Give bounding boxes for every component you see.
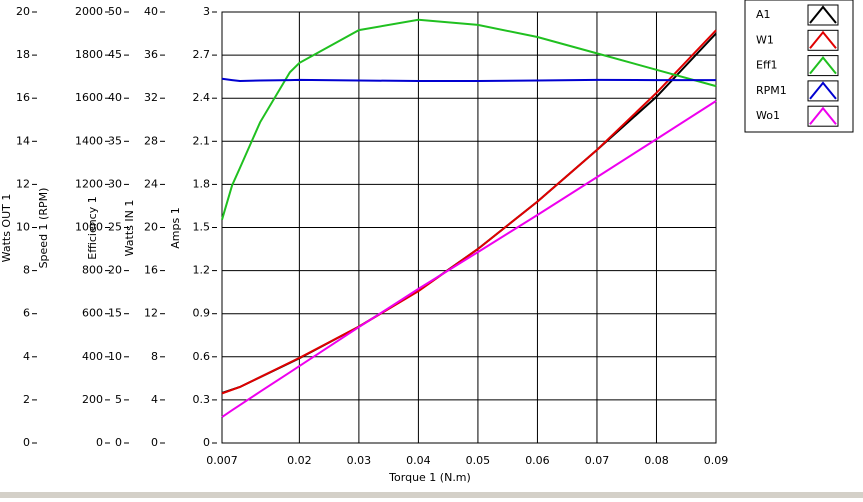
x-tick-label: 0.04 [406, 454, 431, 467]
y-tick-label: 1.8 [193, 177, 211, 190]
y-tick-label: 40 [144, 5, 158, 18]
y-tick-label: 0.6 [193, 350, 211, 363]
y-axis-title: Amps 1 [169, 207, 182, 248]
y-axis-title: Watts IN 1 [123, 200, 136, 257]
y-tick-label: 32 [144, 91, 158, 104]
plot-frame [221, 11, 717, 444]
y-tick-label: 2.4 [193, 91, 211, 104]
legend-swatch-box [807, 105, 839, 127]
y-tick-label: 5 [115, 393, 122, 406]
y-tick-label: 4 [151, 393, 158, 406]
y-tick-label: 10 [108, 350, 122, 363]
y-tick-label: 1200 [75, 177, 103, 190]
y-tick-label: 2000 [75, 5, 103, 18]
y-tick-label: 1600 [75, 91, 103, 104]
y-tick-label: 40 [108, 91, 122, 104]
series-line [221, 100, 717, 418]
y-tick-label: 20 [144, 221, 158, 234]
series-line [221, 18, 717, 220]
y-tick-label: 10 [16, 221, 30, 234]
y-tick-label: 800 [82, 264, 103, 277]
x-tick-label: 0.02 [287, 454, 312, 467]
y-tick-label: 1.5 [193, 221, 211, 234]
y-tick-label: 1.2 [193, 264, 211, 277]
y-tick-label: 4 [23, 350, 30, 363]
y-tick-label: 36 [144, 48, 158, 61]
y-tick-label: 1400 [75, 134, 103, 147]
legend-swatch [809, 106, 837, 125]
legend-swatch [809, 5, 837, 24]
x-tick-label: 0.07 [585, 454, 610, 467]
legend-swatch [809, 81, 837, 100]
y-tick-label: 0 [151, 436, 158, 449]
y-tick-label: 50 [108, 5, 122, 18]
legend-swatch-box [807, 55, 839, 77]
y-tick-label: 1000 [75, 221, 103, 234]
y-tick-label: 6 [23, 307, 30, 320]
y-tick-label: 2.7 [193, 48, 211, 61]
y-tick-label: 18 [16, 48, 30, 61]
series-line [221, 77, 716, 83]
legend-swatch-box [807, 80, 839, 102]
y-tick-label: 0 [96, 436, 103, 449]
y-axis-title: Speed 1 (RPM) [37, 188, 50, 269]
y-tick-label: 2 [23, 393, 30, 406]
y-tick-label: 0 [203, 436, 210, 449]
y-tick-label: 20 [108, 264, 122, 277]
y-tick-label: 12 [16, 177, 30, 190]
legend-swatch [809, 56, 837, 75]
series-line [221, 32, 717, 394]
y-tick-label: 16 [144, 264, 158, 277]
x-tick-label: 0.06 [525, 454, 550, 467]
x-tick-label: 0.08 [644, 454, 669, 467]
series-line [221, 29, 717, 395]
y-tick-label: 45 [108, 48, 122, 61]
y-tick-label: 8 [23, 264, 30, 277]
y-axis-title: Watts OUT 1 [0, 194, 13, 263]
y-tick-label: 8 [151, 350, 158, 363]
y-tick-label: 0.9 [193, 307, 211, 320]
legend-swatch-box [807, 29, 839, 51]
legend-label: Wo1 [756, 109, 780, 122]
legend-label: A1 [756, 8, 771, 21]
y-tick-label: 35 [108, 134, 122, 147]
y-tick-label: 0.3 [193, 393, 211, 406]
y-tick-label: 30 [108, 177, 122, 190]
y-tick-label: 400 [82, 350, 103, 363]
y-tick-label: 1800 [75, 48, 103, 61]
y-tick-label: 0 [115, 436, 122, 449]
y-tick-label: 200 [82, 393, 103, 406]
y-tick-label: 16 [16, 91, 30, 104]
y-tick-label: 28 [144, 134, 158, 147]
y-tick-label: 25 [108, 221, 122, 234]
legend-label: W1 [756, 33, 774, 46]
x-tick-label: 0.09 [704, 454, 729, 467]
y-tick-label: 3 [203, 5, 210, 18]
y-tick-label: 24 [144, 177, 158, 190]
y-tick-label: 20 [16, 5, 30, 18]
y-tick-label: 2.1 [193, 134, 211, 147]
y-tick-label: 15 [108, 307, 122, 320]
y-tick-label: 600 [82, 307, 103, 320]
legend-swatch-box [807, 4, 839, 26]
y-tick-label: 12 [144, 307, 158, 320]
legend-swatch [809, 30, 837, 49]
x-tick-label: 0.03 [347, 454, 372, 467]
status-strip [0, 492, 863, 498]
x-tick-label: 0.007 [206, 454, 238, 467]
x-tick-label: 0.05 [466, 454, 491, 467]
y-axis-title: Efficiency 1 [86, 196, 99, 259]
y-tick-label: 14 [16, 134, 30, 147]
x-axis-title: Torque 1 (N.m) [388, 471, 471, 484]
legend-label: Eff1 [756, 59, 778, 72]
legend-label: RPM1 [756, 84, 787, 97]
y-tick-label: 0 [23, 436, 30, 449]
